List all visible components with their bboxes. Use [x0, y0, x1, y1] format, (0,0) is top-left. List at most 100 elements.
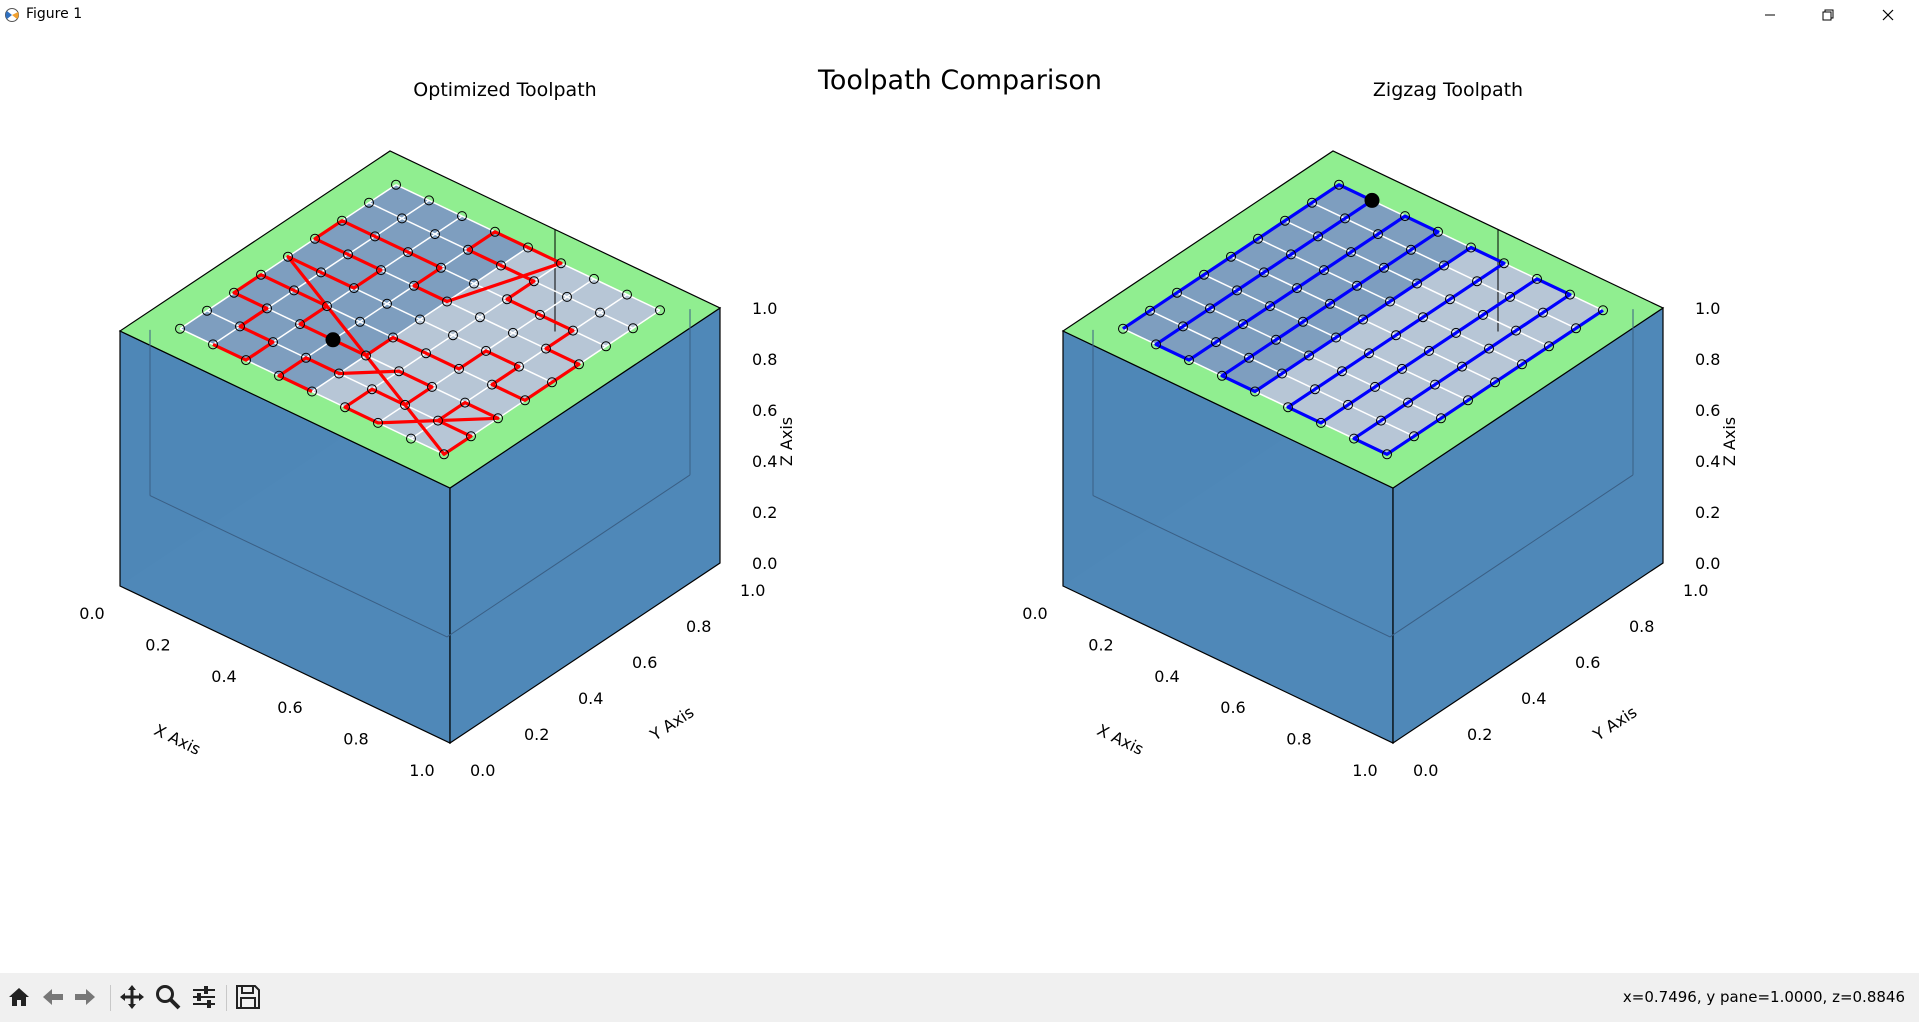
- sample-point-marker: [403, 247, 413, 258]
- sample-point-marker: [1532, 273, 1542, 284]
- sample-point-marker: [1433, 226, 1443, 237]
- sample-point-marker: [1325, 298, 1335, 309]
- sample-point-marker: [655, 305, 665, 316]
- sample-point-marker: [427, 381, 437, 392]
- sample-point-marker: [1598, 305, 1608, 316]
- sample-point-marker: [349, 283, 359, 294]
- block-inner-edge: [1092, 474, 1634, 638]
- sample-point-marker: [1499, 258, 1509, 269]
- sample-point-marker: [1544, 341, 1554, 352]
- home-button[interactable]: [4, 982, 34, 1012]
- sample-point-marker: [355, 316, 365, 327]
- z-tick-label: 0.4: [1695, 452, 1720, 471]
- forward-icon: [75, 989, 95, 1005]
- z-tick-label: 0.0: [1695, 554, 1720, 573]
- sample-point-marker: [556, 258, 566, 269]
- z-tick-label: 1.0: [1695, 299, 1720, 318]
- pan-button[interactable]: [117, 982, 147, 1012]
- save-button[interactable]: [233, 982, 263, 1012]
- sample-point-marker: [202, 305, 212, 316]
- x-tick-label: 0.2: [145, 635, 170, 654]
- sample-point-marker: [235, 321, 245, 332]
- z-tick-label: 0.8: [1695, 350, 1720, 369]
- y-tick-label: 0.2: [524, 725, 549, 744]
- sample-point-marker: [1484, 343, 1494, 354]
- sample-point-marker: [256, 269, 266, 280]
- sample-point-marker: [1307, 197, 1317, 208]
- close-icon: [1882, 9, 1894, 20]
- z-axis-label: Z Axis: [777, 417, 796, 466]
- figure-svg: Toolpath Comparison 0.0 0.2 0.4 0.6 0.8 1.0 0.0…: [79, 65, 1739, 780]
- sample-point-marker: [1370, 381, 1380, 392]
- sample-point-marker: [1472, 276, 1482, 287]
- y-tick-label: 0.6: [1575, 653, 1600, 672]
- sample-point-marker: [400, 399, 410, 410]
- minimize-button[interactable]: [1742, 0, 1798, 29]
- sample-point-marker: [1409, 431, 1419, 442]
- pan-icon: [120, 985, 144, 1009]
- sample-point-marker: [1184, 355, 1194, 366]
- sample-point-marker: [1259, 267, 1269, 278]
- sample-point-marker: [430, 229, 440, 240]
- sample-point-marker: [469, 278, 479, 289]
- restore-button[interactable]: [1800, 0, 1856, 29]
- figure-canvas[interactable]: Toolpath Comparison 0.0 0.2 0.4 0.6 0.8 1.0 0.0…: [0, 29, 1919, 973]
- sample-point-marker: [1280, 215, 1290, 226]
- y-axis-label: Y Axis: [1589, 702, 1640, 745]
- sample-point-marker: [1376, 415, 1386, 426]
- sample-point-marker: [1283, 402, 1293, 413]
- sample-point-marker: [229, 287, 239, 298]
- z-tick-label: 0.8: [752, 350, 777, 369]
- forward-button[interactable]: [70, 982, 100, 1012]
- sample-point-marker: [361, 350, 371, 361]
- subplot-zigzag: [1061, 150, 1665, 745]
- sample-point-marker: [1292, 283, 1302, 294]
- x-tick-label: 0.4: [211, 667, 236, 686]
- sample-point-marker: [1346, 247, 1356, 258]
- sample-point-marker: [208, 339, 218, 350]
- back-button[interactable]: [38, 982, 68, 1012]
- sample-point-marker: [1118, 323, 1128, 334]
- sample-point-marker: [568, 325, 578, 336]
- sample-point-marker: [529, 276, 539, 287]
- z-tick-label: 0.4: [752, 452, 777, 471]
- sample-point-marker: [409, 280, 419, 291]
- x-tick-label: 1.0: [409, 761, 434, 780]
- sample-point-marker: [364, 197, 374, 208]
- z-axis-label: Z Axis: [1720, 417, 1739, 466]
- subplot-title: Zigzag Toolpath: [1373, 79, 1523, 101]
- sample-point-marker: [1205, 303, 1215, 314]
- configure-icon: [193, 986, 215, 1008]
- sample-point-marker: [1379, 262, 1389, 273]
- sample-point-marker: [1265, 301, 1275, 312]
- sample-point-marker: [1337, 366, 1347, 377]
- sample-point-marker: [1400, 211, 1410, 222]
- sample-point-marker: [1451, 327, 1461, 338]
- sample-point-marker: [481, 345, 491, 356]
- y-tick-label: 0.0: [1413, 761, 1438, 780]
- toolbar-separator: [226, 985, 227, 1011]
- z-tick-label: 0.2: [1695, 503, 1720, 522]
- y-tick-label: 0.8: [1629, 617, 1654, 636]
- navigation-toolbar: x=0.7496, y pane=1.0000, z=0.8846: [0, 973, 1919, 1022]
- sample-point-marker: [601, 341, 611, 352]
- close-button[interactable]: [1860, 0, 1916, 29]
- sample-point-marker: [1538, 307, 1548, 318]
- sample-point-marker: [1439, 260, 1449, 271]
- sample-point-marker: [493, 413, 503, 424]
- sample-point-marker: [490, 226, 500, 237]
- sample-point-marker: [595, 307, 605, 318]
- zoom-button[interactable]: [153, 982, 183, 1012]
- toolbar-separator: [110, 985, 111, 1011]
- sample-point-marker: [1391, 330, 1401, 341]
- toolpath-line: [212, 219, 581, 456]
- sample-point-marker: [1334, 179, 1344, 190]
- x-tick-label: 0.4: [1154, 667, 1179, 686]
- sample-point-marker: [373, 417, 383, 428]
- configure-subplots-button[interactable]: [189, 982, 219, 1012]
- sample-point-marker: [514, 361, 524, 372]
- sample-point-marker: [289, 285, 299, 296]
- sample-point-marker: [1463, 395, 1473, 406]
- y-tick-label: 0.8: [686, 617, 711, 636]
- sample-point-marker: [391, 179, 401, 190]
